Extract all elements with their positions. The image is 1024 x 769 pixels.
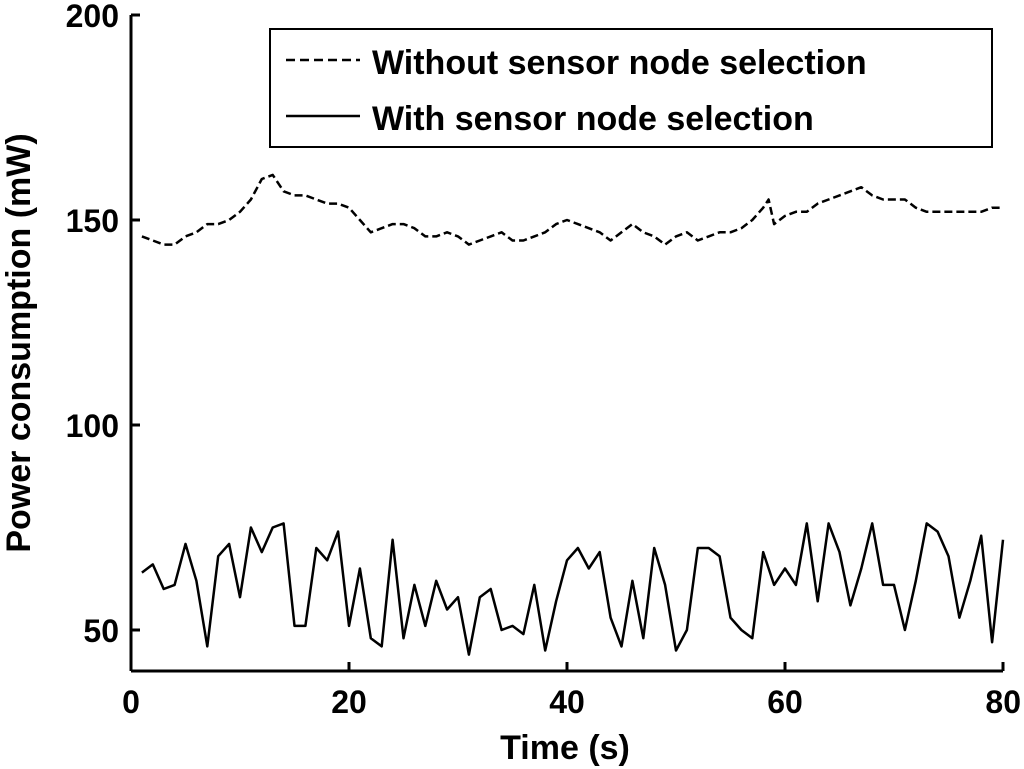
y-tick-label: 150 <box>66 203 119 239</box>
legend: Without sensor node selection With senso… <box>269 28 993 148</box>
x-axis-title: Time (s) <box>500 729 630 767</box>
y-tick-label: 50 <box>83 613 119 649</box>
x-tick-label: 0 <box>122 684 140 720</box>
series-line-1 <box>141 173 1003 246</box>
x-tick-label: 80 <box>985 684 1021 720</box>
legend-label-series-1: Without sensor node selection <box>372 44 867 82</box>
x-tick-label: 60 <box>767 684 803 720</box>
legend-label-series-2: With sensor node selection <box>372 100 814 138</box>
series-line-2 <box>141 522 1005 656</box>
y-tick-label: 200 <box>66 0 119 34</box>
x-tick-label: 20 <box>331 684 367 720</box>
legend-box <box>269 28 993 148</box>
y-tick-label: 100 <box>66 408 119 444</box>
series-layer <box>141 173 1005 656</box>
y-axis-title: Power consumption (mW) <box>0 133 38 552</box>
x-tick-label: 40 <box>549 684 585 720</box>
axes: 0 20 40 60 80 50 100 150 200 <box>66 0 1021 720</box>
